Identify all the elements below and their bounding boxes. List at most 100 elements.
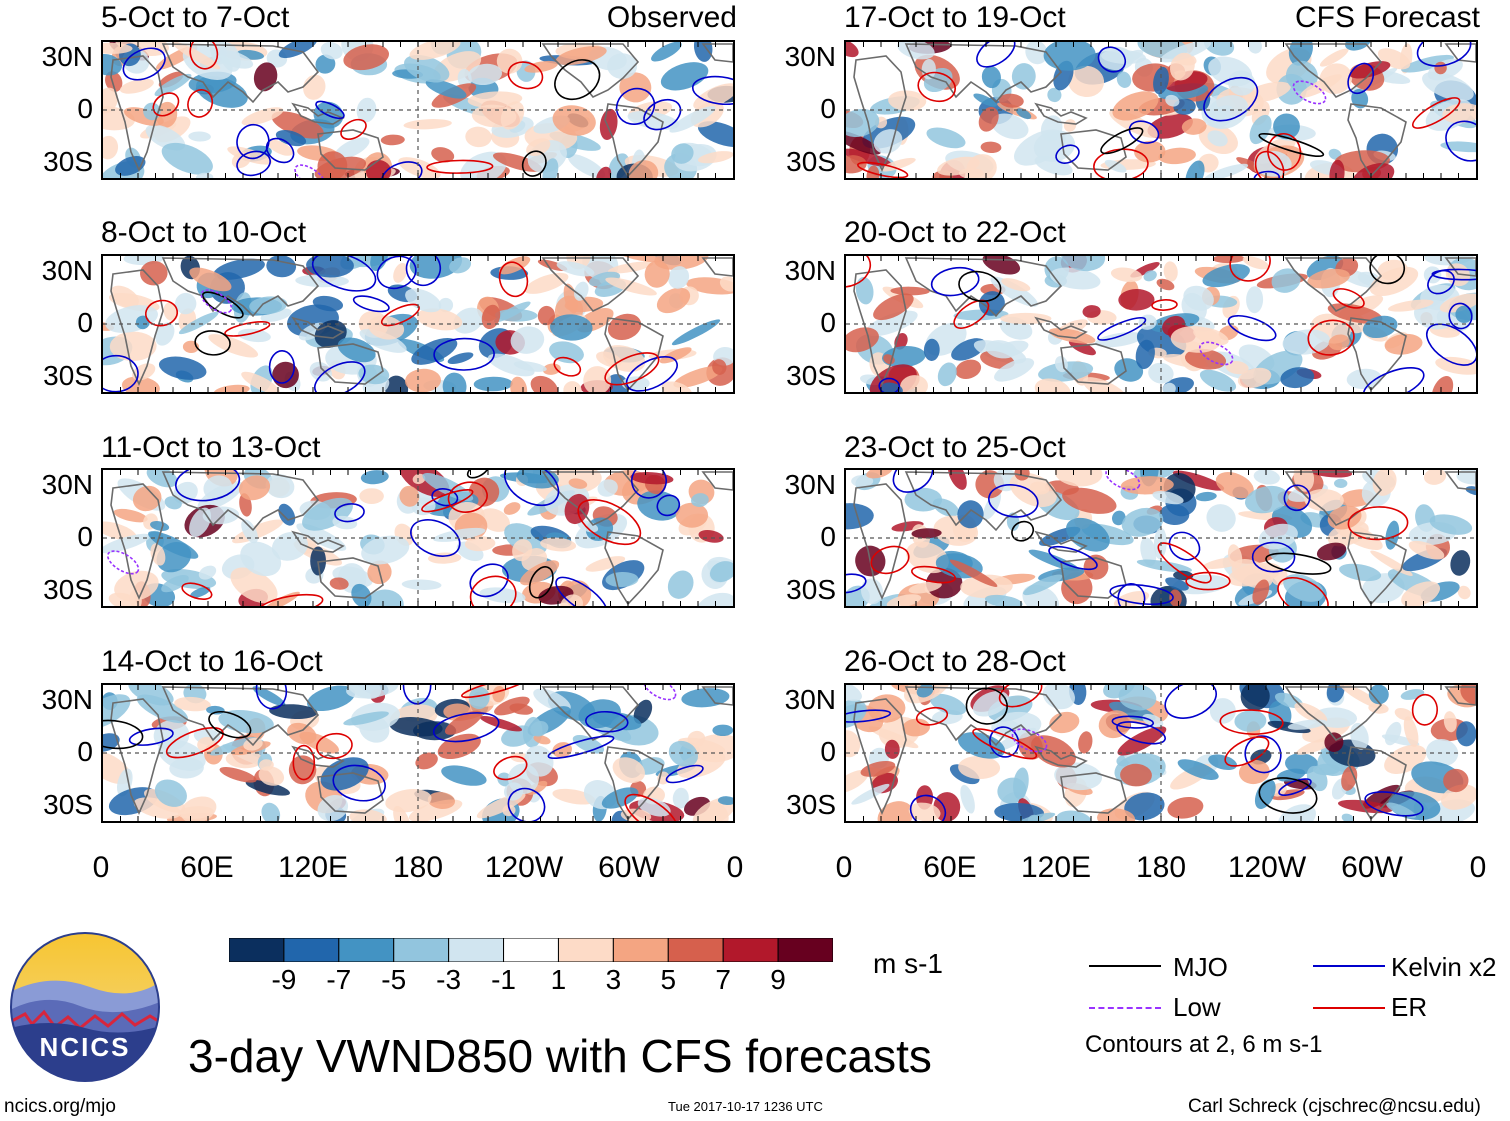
contour-line	[315, 732, 353, 760]
contour-line	[910, 565, 957, 584]
coastline	[161, 686, 320, 747]
contour-line	[258, 593, 324, 606]
coastline	[604, 531, 664, 606]
contour-line	[1445, 120, 1476, 162]
lat-label: 0	[820, 93, 836, 124]
contour-line	[1100, 127, 1144, 155]
lon-label: 60E	[180, 851, 234, 884]
colorbar-units: m s-1	[873, 948, 943, 979]
footer-url[interactable]: ncics.org/mjo	[4, 1096, 116, 1117]
contour-line	[189, 42, 219, 70]
lat-label: 30S	[43, 146, 93, 177]
lat-label: 30N	[41, 684, 93, 715]
contour-line	[643, 685, 677, 701]
map-panel	[844, 40, 1478, 180]
colorbar-tick-label: -1	[491, 964, 516, 995]
coastline	[541, 43, 640, 98]
contour-line	[314, 361, 366, 392]
lat-label: 30N	[784, 255, 836, 286]
ncics-logo-text: NCICS	[39, 1032, 131, 1062]
coastline	[604, 317, 664, 392]
contour-line	[631, 470, 667, 499]
contour-line	[521, 150, 547, 177]
main-title: 3-day VWND850 with CFS forecasts	[188, 1030, 932, 1082]
coastline	[1060, 557, 1127, 599]
contour-line	[1244, 735, 1282, 774]
legend-kelvin-label: Kelvin x2	[1391, 952, 1497, 982]
contour-line	[892, 470, 934, 493]
contour-line	[255, 685, 288, 710]
ncics-logo: NCICS	[10, 932, 160, 1082]
coastline	[317, 772, 384, 814]
contour-line	[503, 470, 560, 507]
lat-label: 30S	[43, 574, 93, 605]
contour-line	[165, 727, 224, 759]
lon-label: 0	[726, 851, 744, 884]
contour-line	[507, 787, 546, 821]
contour-line	[469, 563, 509, 598]
coastline	[291, 316, 345, 339]
contour-line	[187, 89, 214, 118]
contour-line	[998, 685, 1043, 708]
lon-label: 120W	[484, 851, 564, 884]
lat-label: 30N	[784, 41, 836, 72]
coastline	[291, 745, 345, 768]
contour-line	[402, 685, 432, 705]
lat-label: 30S	[786, 146, 836, 177]
coastline	[1034, 316, 1088, 339]
contour-line	[292, 744, 316, 781]
map-field	[103, 42, 733, 178]
legend-er-label: ER	[1391, 992, 1428, 1022]
contour-line	[1111, 715, 1155, 729]
contour-line	[1253, 170, 1280, 178]
colorbar-swatch	[557, 937, 614, 963]
contour-line	[958, 270, 1002, 303]
contour-line	[380, 303, 420, 327]
colorbar-swatch	[503, 937, 559, 963]
contour-line	[103, 719, 144, 750]
contour-line	[1431, 268, 1476, 281]
contour-line	[1048, 545, 1098, 571]
lon-label: 60E	[923, 851, 977, 884]
contour-line	[352, 295, 390, 313]
contour-line	[268, 350, 296, 384]
colorbar-swatch	[448, 937, 505, 963]
lat-label: 0	[77, 521, 93, 552]
contour-line	[128, 727, 174, 746]
contour-line	[311, 256, 377, 292]
panel-title: 8-Oct to 10-Oct	[101, 216, 307, 249]
map-field	[846, 256, 1476, 392]
contour-line	[915, 706, 949, 726]
contour-line	[624, 793, 679, 821]
contour-line	[547, 735, 615, 760]
contour-line	[1168, 531, 1201, 561]
coastline	[110, 55, 164, 172]
colorbar-tick-label: 7	[715, 964, 731, 995]
colorbar-tick-label: -9	[271, 964, 297, 995]
contour-line	[1427, 269, 1455, 295]
coastline	[701, 686, 733, 706]
contour-line	[1277, 576, 1329, 606]
legend-low-line	[1089, 1007, 1161, 1009]
colorbar-swatch	[338, 937, 395, 963]
contour-line	[665, 764, 704, 784]
panel-title: 23-Oct to 25-Oct	[844, 431, 1066, 464]
contour-line	[1105, 470, 1141, 491]
coastline	[1284, 686, 1383, 741]
coastline	[1444, 471, 1476, 491]
contour-line	[857, 161, 909, 178]
contour-line	[200, 289, 233, 314]
legend-low-label: Low	[1173, 992, 1221, 1022]
lon-label: 0	[92, 851, 110, 884]
contour-line	[1251, 541, 1296, 573]
coastline	[161, 43, 320, 104]
contour-line	[972, 728, 1038, 760]
contour-line	[1369, 256, 1406, 285]
footer-timestamp: Tue 2017-10-17 1236 UTC	[668, 1099, 823, 1114]
contour-line	[1278, 778, 1312, 796]
legend-er-line	[1313, 1007, 1385, 1009]
contour-line	[976, 42, 1016, 68]
lat-label: 0	[77, 307, 93, 338]
contour-line	[1362, 367, 1425, 392]
colorbar-swatch	[777, 937, 834, 963]
